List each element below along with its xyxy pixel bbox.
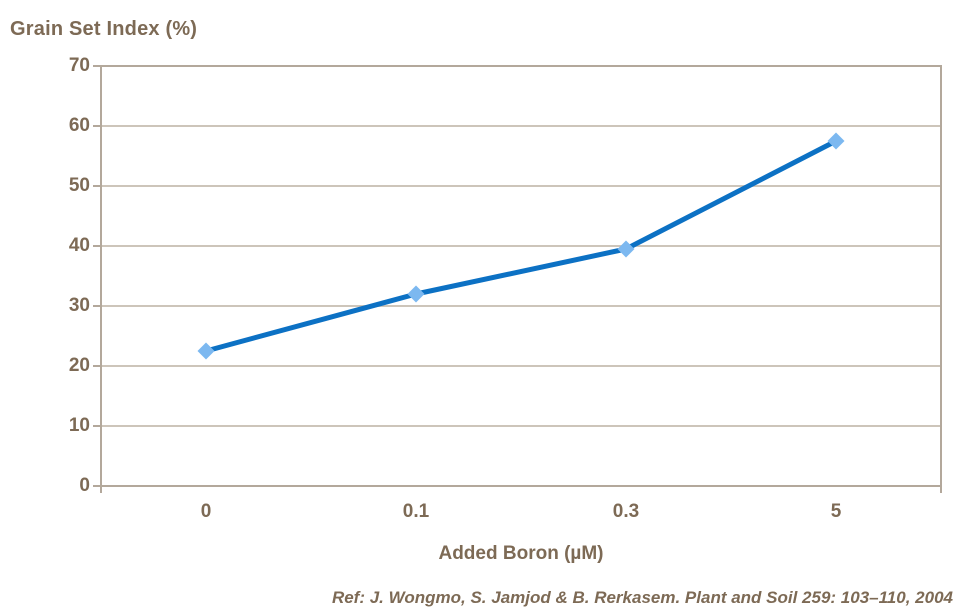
- y-tick-label: 40: [68, 235, 90, 256]
- chart-title: Grain Set Index (%): [10, 18, 198, 40]
- y-tick-label: 70: [68, 55, 90, 76]
- data-point-marker: [617, 240, 635, 258]
- y-tick-label: 30: [68, 295, 90, 316]
- x-tick-label: 0: [200, 501, 212, 522]
- x-tick-label: 0.1: [402, 501, 430, 522]
- plot-area-border: [100, 65, 942, 487]
- x-axis-title: Added Boron (µM): [438, 543, 604, 564]
- y-tick-label: 10: [68, 415, 90, 436]
- y-tick-label: 20: [68, 355, 90, 376]
- series-line: [203, 138, 839, 354]
- plot-svg: [93, 65, 942, 493]
- reference-text: Ref: J. Wongmo, S. Jamjod & B. Rerkasem.…: [331, 588, 953, 607]
- y-tick-label: 0: [79, 475, 90, 496]
- data-point-marker: [827, 132, 845, 150]
- y-tick-label: 60: [68, 115, 90, 136]
- data-point-marker: [197, 342, 215, 360]
- x-tick-label: 5: [830, 501, 842, 522]
- y-tick-label: 50: [68, 175, 90, 196]
- x-tick-label: 0.3: [612, 501, 640, 522]
- data-point-marker: [407, 285, 425, 303]
